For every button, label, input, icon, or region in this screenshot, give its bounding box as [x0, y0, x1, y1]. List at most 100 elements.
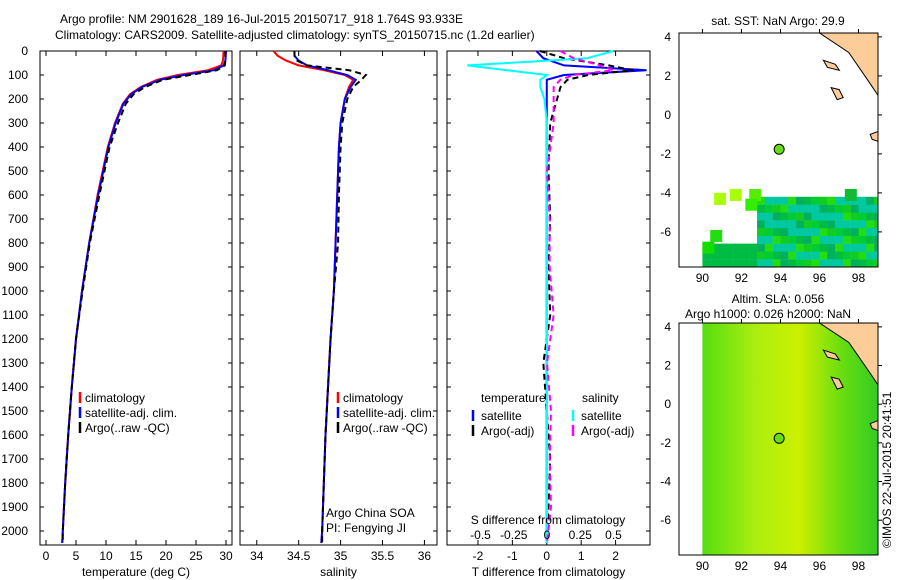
- sst-cell: [827, 228, 836, 236]
- x-tick-label: 10: [99, 549, 113, 563]
- sst-cell: [788, 212, 797, 221]
- sst-cell: [757, 220, 766, 229]
- sst-cell: [788, 235, 797, 244]
- legend-label: satellite: [581, 409, 622, 423]
- sst-cell: [718, 243, 727, 252]
- sst-cell: [835, 228, 844, 236]
- sst-cell: [858, 243, 867, 252]
- sst-cell: [827, 196, 836, 205]
- sst-cell: [718, 251, 727, 260]
- sst-cell: [718, 259, 727, 267]
- s-axis-label: S difference from climatology: [471, 513, 626, 527]
- sst-cell: [796, 204, 805, 213]
- lat-tick-label: 4: [664, 30, 671, 44]
- sst-cell: [796, 259, 805, 267]
- sst-cell: [803, 235, 812, 244]
- sst-cell: [725, 259, 734, 267]
- sst-cell: [835, 196, 844, 205]
- s-tick-label: 0: [544, 528, 551, 542]
- lat-tick-label: -2: [660, 147, 671, 161]
- sst-cell: [788, 220, 797, 229]
- sst-cell: [772, 212, 781, 221]
- sst-cell: [764, 251, 773, 260]
- sst-cell: [729, 189, 742, 201]
- lon-tick-label: 94: [774, 559, 788, 573]
- sst-cell: [835, 235, 844, 244]
- sst-cell: [874, 204, 878, 213]
- sst-cell: [827, 220, 836, 229]
- sst-cell: [858, 220, 867, 229]
- sst-cell: [741, 243, 750, 252]
- sst-cell: [850, 235, 859, 244]
- sst-cell: [780, 259, 789, 267]
- sst-cell: [757, 235, 766, 244]
- sst-cell: [780, 220, 789, 229]
- sst-cell: [745, 198, 758, 211]
- sst-cell: [842, 235, 851, 244]
- sst-cell: [788, 259, 797, 267]
- sst-cell: [788, 243, 797, 252]
- lat-tick-label: 4: [664, 320, 671, 334]
- sst-cell: [780, 243, 789, 252]
- sst-cell: [764, 228, 773, 236]
- credit-text: ©IMOS 22-Jul-2015 20:41:51: [880, 391, 894, 548]
- y-tick-label: 1400: [1, 380, 28, 394]
- sst-cell: [764, 220, 773, 229]
- sst-cell: [827, 204, 836, 213]
- sst-cell: [757, 228, 766, 236]
- sst-cell: [819, 251, 828, 260]
- sst-cell: [741, 251, 750, 260]
- sst-cell: [764, 259, 773, 267]
- sst-cell: [842, 204, 851, 213]
- sst-cell: [757, 251, 766, 260]
- lon-tick-label: 94: [774, 271, 788, 285]
- legend-label: satellite-adj. clim.: [343, 406, 435, 420]
- sst-cell: [757, 212, 766, 221]
- sst-cell: [803, 212, 812, 221]
- x-tick-label: 5: [73, 549, 80, 563]
- x-tick-label: -1: [507, 549, 518, 563]
- sst-cell: [796, 243, 805, 252]
- sst-cell: [772, 204, 781, 213]
- lat-tick-label: -6: [660, 513, 671, 527]
- sst-cell: [874, 196, 878, 205]
- sst-cell: [772, 259, 781, 267]
- x-tick-label: 15: [129, 549, 143, 563]
- y-tick-label: 1300: [1, 356, 28, 370]
- sst-cell: [788, 196, 797, 205]
- map2-title: Altim. SLA: 0.056: [732, 292, 825, 306]
- y-tick-label: 900: [8, 260, 28, 274]
- x-tick-label: 35: [334, 549, 348, 563]
- profile-panel-2: 34 34.5 35 35.5 36 salinity climatologysatelli…: [239, 50, 438, 579]
- sst-cell: [772, 220, 781, 229]
- sst-cell: [749, 243, 758, 252]
- sst-cell: [764, 204, 773, 213]
- x-tick-label: 36: [418, 549, 432, 563]
- argo-position-marker: [773, 432, 785, 444]
- sst-cell: [811, 251, 820, 260]
- sst-cell: [858, 204, 867, 213]
- x-tick-label: 35.5: [371, 549, 395, 563]
- sst-cell: [741, 259, 750, 267]
- y-tick-label: 2000: [1, 524, 28, 538]
- sst-cell: [780, 204, 789, 213]
- legend-label: Argo(-adj): [581, 424, 634, 438]
- s-tick-label: 0.5: [605, 528, 622, 542]
- sst-cell: [764, 212, 773, 221]
- sst-cell: [803, 243, 812, 252]
- sst-cell: [866, 228, 875, 236]
- sst-cell: [850, 243, 859, 252]
- x-tick-label: 25: [189, 549, 203, 563]
- sst-cell: [842, 212, 851, 221]
- sst-cell: [772, 228, 781, 236]
- sst-cell: [733, 251, 742, 260]
- sst-cell: [803, 251, 812, 260]
- sst-cell: [702, 241, 715, 254]
- map-panel-1: 90 92 94 96 98 4 2 0 -2 -4 -6: [660, 29, 882, 285]
- x-tick-label: 1: [578, 549, 585, 563]
- sst-cell: [835, 212, 844, 221]
- map-panel-2: 90 92 94 96 98 4 2 0 -2 -4 -6: [660, 319, 882, 573]
- sst-cell: [749, 259, 758, 267]
- sst-cell: [733, 243, 742, 252]
- sst-cell: [803, 220, 812, 229]
